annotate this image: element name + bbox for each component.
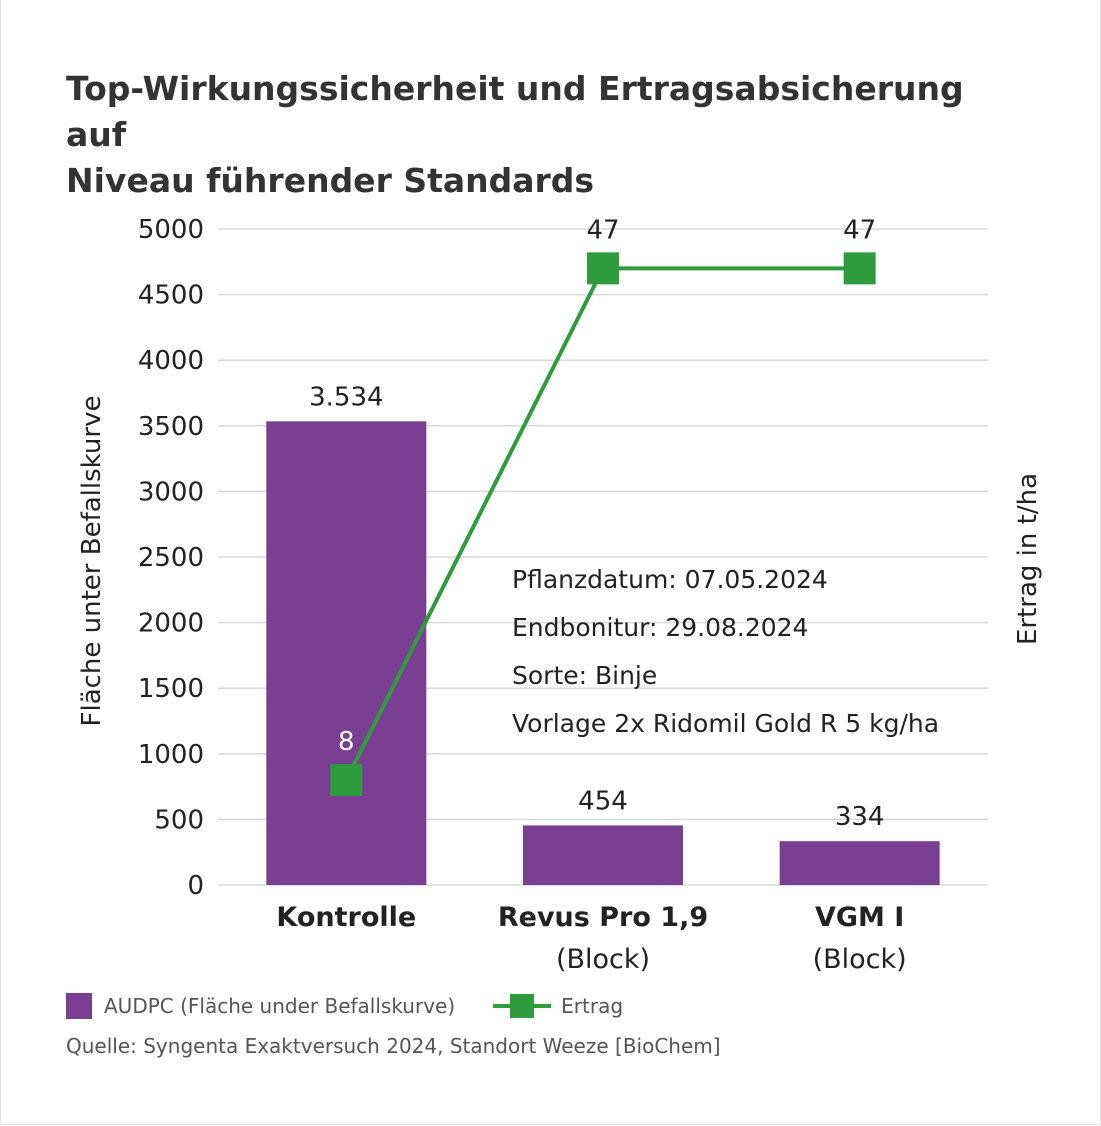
chart-legend: AUDPC (Fläche under Befallskurve) Ertrag (66, 990, 661, 1022)
x-category-label: (Block) (813, 944, 907, 975)
ertrag-marker (587, 252, 619, 285)
bar-audpc (779, 841, 940, 885)
chart-title-line-2: Niveau führender Standards (66, 161, 595, 200)
legend-label-audpc: AUDPC (Fläche under Befallskurve) (104, 994, 456, 1018)
y-tick-label: 3500 (138, 412, 204, 442)
bar-audpc (266, 421, 427, 885)
x-category-label: VGM I (815, 902, 904, 933)
ertrag-marker (843, 252, 876, 285)
legend-swatch-bar (66, 993, 92, 1019)
note-final-rating: Endbonitur: 29.08.2024 (512, 613, 809, 642)
x-category-label: Revus Pro 1,9 (498, 902, 708, 933)
y-tick-label: 0 (187, 871, 204, 901)
note-pretreatment: Vorlage 2x Ridomil Gold R 5 kg/ha (512, 709, 940, 738)
y-tick-label: 2500 (138, 543, 204, 573)
x-category-label: (Block) (556, 944, 650, 975)
bar-value-label: 334 (835, 802, 885, 832)
y-axis-title: Fläche unter Befallskurve (77, 396, 107, 727)
legend-label-ertrag: Ertrag (561, 994, 624, 1018)
y-tick-label: 1500 (138, 674, 204, 704)
legend-swatch-line (493, 993, 552, 1019)
chart-title: Top-Wirkungssicherheit und Ertragsabsich… (66, 66, 1026, 204)
trial-notes: Pflanzdatum: 07.05.2024 Endbonitur: 29.0… (512, 560, 939, 752)
ertrag-value-label: 47 (586, 215, 619, 245)
y-tick-label: 3000 (138, 477, 204, 507)
y-tick-label: 1000 (138, 740, 204, 770)
legend-marker (510, 994, 535, 1018)
ertrag-value-label: 47 (843, 215, 876, 245)
bar-value-label: 3.534 (309, 382, 383, 412)
y2-axis-title: Ertrag in t/ha (1013, 473, 1043, 645)
note-variety: Sorte: Binje (512, 661, 658, 690)
legend-item-ertrag: Ertrag (493, 993, 623, 1019)
legend-item-audpc: AUDPC (Fläche under Befallskurve) (66, 993, 455, 1019)
bar-audpc (523, 825, 683, 885)
source-note: Quelle: Syngenta Exaktversuch 2024, Stan… (66, 1034, 721, 1058)
note-planting-date: Pflanzdatum: 07.05.2024 (512, 565, 828, 594)
ertrag-value-label: 8 (338, 727, 355, 757)
y-tick-label: 5000 (138, 215, 204, 245)
y-tick-label: 2000 (138, 609, 204, 639)
y-tick-label: 4500 (138, 281, 204, 311)
y-tick-label: 4000 (138, 346, 204, 376)
ertrag-marker (330, 764, 363, 797)
x-category-label: Kontrolle (276, 902, 416, 933)
bar-value-label: 454 (578, 786, 628, 816)
chart-title-line-1: Top-Wirkungssicherheit und Ertragsabsich… (66, 69, 964, 154)
y-tick-label: 500 (154, 805, 204, 835)
